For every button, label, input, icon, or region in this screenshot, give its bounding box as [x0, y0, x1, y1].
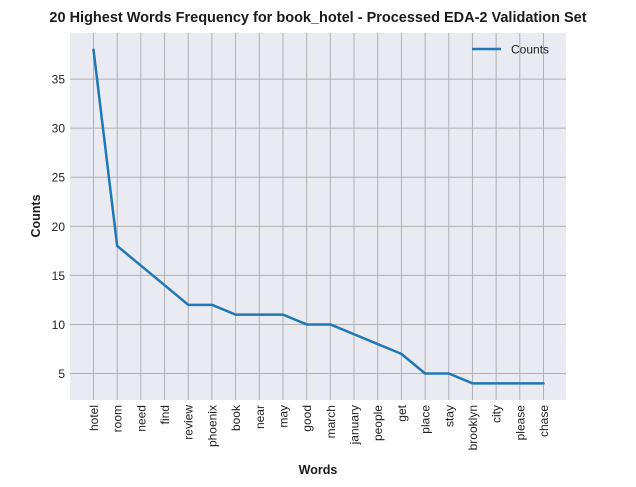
y-tick-label: 20 — [52, 220, 66, 234]
data-point — [140, 265, 142, 267]
x-tick-label: book — [229, 404, 243, 431]
y-tick-label: 25 — [52, 171, 66, 185]
x-tick-label: brooklyn — [466, 405, 480, 450]
x-tick-label: get — [395, 404, 409, 421]
data-point — [400, 353, 402, 355]
legend: Counts — [472, 43, 549, 57]
data-point — [353, 333, 355, 335]
grid-lines — [70, 33, 566, 400]
y-tick-label: 35 — [52, 73, 66, 87]
y-tick-label: 30 — [52, 122, 66, 136]
data-point — [424, 373, 426, 375]
data-point — [258, 314, 260, 316]
x-tick-label: review — [182, 405, 196, 440]
data-point — [187, 304, 189, 306]
x-tick-label: january — [348, 405, 362, 445]
x-tick-label: please — [513, 405, 527, 441]
y-tick-labels: 5 10 15 20 25 30 35 — [52, 73, 66, 381]
data-point — [471, 382, 473, 384]
x-tick-label: good — [300, 405, 314, 432]
data-point — [164, 284, 166, 286]
x-tick-label: find — [158, 405, 172, 424]
plot-area — [70, 33, 566, 400]
x-tick-label: place — [419, 405, 433, 434]
x-tick-label: near — [253, 405, 267, 429]
data-point — [329, 323, 331, 325]
x-tick-label: stay — [442, 405, 456, 427]
x-tick-label: need — [134, 405, 148, 432]
series-layer — [92, 48, 545, 385]
x-tick-label: room — [111, 405, 125, 432]
data-point — [235, 314, 237, 316]
x-tick-label: people — [371, 405, 385, 441]
data-point — [377, 343, 379, 345]
y-tick-label: 10 — [52, 318, 66, 332]
x-tick-label: hotel — [87, 405, 101, 431]
data-point — [448, 373, 450, 375]
data-point — [116, 245, 118, 247]
data-point — [93, 49, 94, 51]
x-tick-label: may — [276, 405, 290, 428]
y-tick-label: 5 — [58, 367, 65, 381]
x-tick-label: city — [490, 405, 504, 423]
y-tick-label: 15 — [52, 269, 66, 283]
x-axis-label: Words — [299, 463, 338, 477]
data-point — [211, 304, 213, 306]
data-point — [495, 382, 497, 384]
y-axis-label: Counts — [29, 194, 43, 237]
data-point — [282, 314, 284, 316]
legend-label-counts: Counts — [511, 43, 549, 57]
x-tick-label: phoenix — [205, 405, 219, 447]
x-tick-labels: hotel room need find review phoenix book near ma… — [87, 404, 551, 450]
x-tick-label: chase — [537, 405, 551, 437]
data-point — [306, 323, 308, 325]
x-tick-label: march — [324, 405, 338, 438]
data-point — [519, 382, 521, 384]
series-line-counts — [92, 48, 545, 385]
data-point — [543, 382, 544, 384]
chart-title: 20 Highest Words Frequency for book_hote… — [49, 10, 586, 26]
